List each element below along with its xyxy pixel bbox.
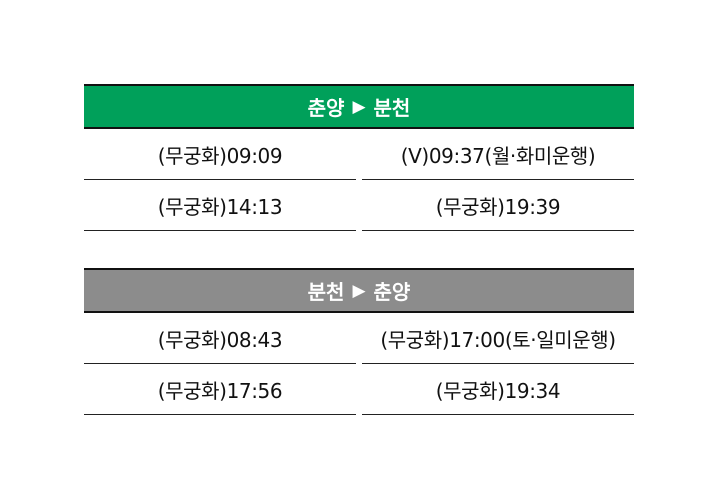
departure-cell: (무궁화)17:00(토·일미운행) bbox=[362, 313, 634, 364]
destination-station: 춘양 bbox=[373, 280, 411, 304]
origin-station: 분천 bbox=[307, 280, 345, 304]
route-header: 춘양 ▶ 분천 bbox=[84, 84, 634, 129]
departure-cell: (무궁화)19:34 bbox=[362, 364, 634, 415]
timetable-buncheon-to-chunyang: 분천 ▶ 춘양 (무궁화)08:43 (무궁화)17:00(토·일미운행) (무… bbox=[84, 268, 634, 415]
route-header: 분천 ▶ 춘양 bbox=[84, 268, 634, 313]
departure-cell: (무궁화)09:09 bbox=[84, 129, 356, 180]
departure-cell: (무궁화)14:13 bbox=[84, 180, 356, 231]
departure-cell: (무궁화)17:56 bbox=[84, 364, 356, 415]
destination-station: 분천 bbox=[373, 96, 411, 120]
origin-station: 춘양 bbox=[307, 96, 345, 120]
table-row: (무궁화)17:56 (무궁화)19:34 bbox=[84, 364, 634, 415]
table-row: (무궁화)14:13 (무궁화)19:39 bbox=[84, 180, 634, 231]
departure-cell: (무궁화)08:43 bbox=[84, 313, 356, 364]
route-arrow-icon: ▶ bbox=[352, 280, 366, 301]
table-row: (무궁화)08:43 (무궁화)17:00(토·일미운행) bbox=[84, 313, 634, 364]
route-arrow-icon: ▶ bbox=[352, 96, 366, 117]
table-row: (무궁화)09:09 (V)09:37(월·화미운행) bbox=[84, 129, 634, 180]
departure-cell: (무궁화)19:39 bbox=[362, 180, 634, 231]
timetable-chunyang-to-buncheon: 춘양 ▶ 분천 (무궁화)09:09 (V)09:37(월·화미운행) (무궁화… bbox=[84, 84, 634, 231]
departure-cell: (V)09:37(월·화미운행) bbox=[362, 129, 634, 180]
